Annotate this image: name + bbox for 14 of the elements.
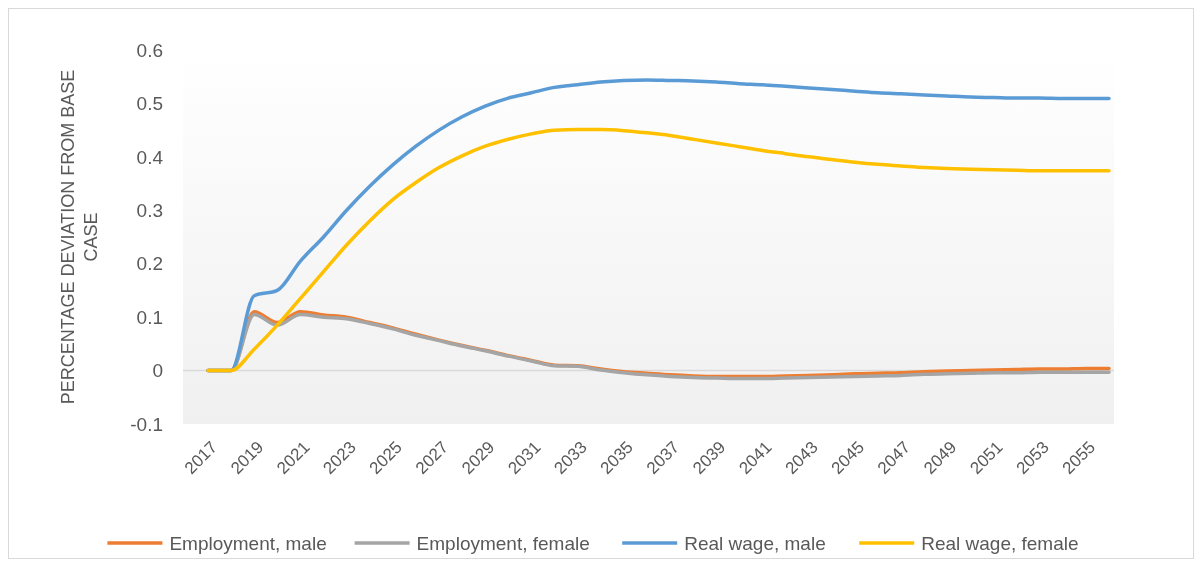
y-tick-label: 0.5 [136,93,163,115]
y-tick-label: 0.3 [136,199,163,221]
y-tick-label: 0.4 [136,146,164,168]
y-tick-label: 0.6 [136,39,163,61]
legend-label: Real wage, female [921,532,1079,554]
y-tick-label: 0.1 [136,306,163,328]
legend-label: Real wage, male [684,532,826,554]
legend-label: Employment, male [169,532,327,554]
y-tick-label: 0 [152,360,163,382]
y-tick-label: -0.1 [130,413,163,435]
y-axis-title: PERCENTAGE DEVIATION FROM BASE CASE [58,69,101,405]
line-series [206,127,1111,373]
legend-label: Employment, female [416,532,590,554]
y-tick-label: 0.2 [136,253,163,275]
